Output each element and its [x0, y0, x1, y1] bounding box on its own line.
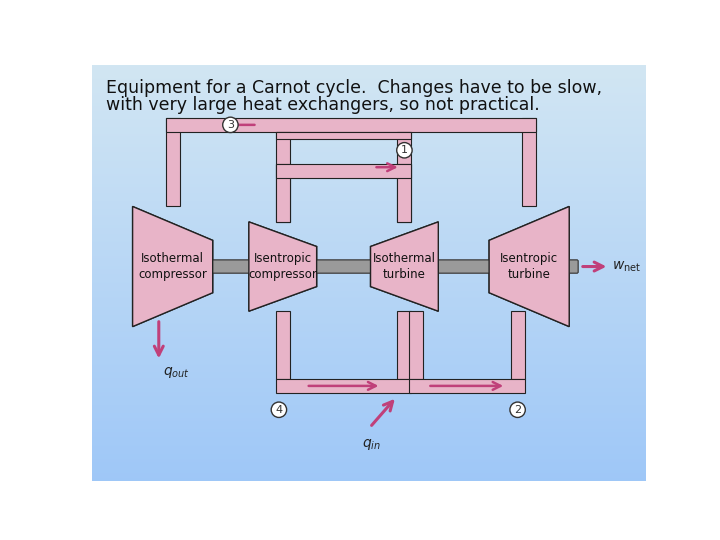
Circle shape: [222, 117, 238, 132]
Bar: [397, 164, 411, 222]
Bar: [409, 379, 525, 393]
Text: 4: 4: [275, 405, 282, 415]
Polygon shape: [132, 206, 212, 327]
Bar: [276, 164, 411, 178]
Text: $q_{in}$: $q_{in}$: [362, 437, 381, 451]
FancyBboxPatch shape: [212, 260, 578, 273]
FancyBboxPatch shape: [120, 116, 626, 419]
Polygon shape: [249, 222, 317, 311]
Bar: [276, 164, 289, 222]
Circle shape: [510, 402, 526, 417]
Text: Isothermal
turbine: Isothermal turbine: [373, 252, 436, 281]
Text: Equipment for a Carnot cycle.  Changes have to be slow,: Equipment for a Carnot cycle. Changes ha…: [106, 79, 602, 97]
Bar: [166, 118, 179, 206]
Bar: [276, 132, 411, 139]
Polygon shape: [132, 206, 212, 327]
Text: 2: 2: [514, 405, 521, 415]
Text: Isentropic
turbine: Isentropic turbine: [500, 252, 558, 281]
Polygon shape: [249, 222, 317, 311]
Text: 1: 1: [401, 145, 408, 156]
Bar: [276, 132, 289, 222]
Text: Isothermal
compressor: Isothermal compressor: [138, 252, 207, 281]
Text: 3: 3: [227, 120, 234, 130]
Bar: [166, 118, 536, 132]
Circle shape: [397, 143, 412, 158]
Polygon shape: [371, 222, 438, 311]
Text: Isothermal
turbine: Isothermal turbine: [373, 252, 436, 281]
Polygon shape: [371, 222, 438, 311]
Bar: [276, 379, 411, 393]
Polygon shape: [489, 206, 570, 327]
Text: Isothermal
compressor: Isothermal compressor: [138, 252, 207, 281]
Bar: [397, 311, 411, 379]
Polygon shape: [489, 206, 570, 327]
Bar: [510, 311, 525, 379]
Text: with very large heat exchangers, so not practical.: with very large heat exchangers, so not …: [106, 96, 539, 113]
Bar: [397, 132, 411, 222]
Text: Isentropic
compressor: Isentropic compressor: [248, 252, 318, 281]
Bar: [409, 311, 423, 379]
Circle shape: [271, 402, 287, 417]
Bar: [522, 118, 536, 206]
Text: Isentropic
turbine: Isentropic turbine: [500, 252, 558, 281]
Bar: [276, 311, 289, 379]
FancyBboxPatch shape: [212, 260, 578, 273]
Text: $w_{\mathrm{net}}$: $w_{\mathrm{net}}$: [612, 259, 642, 274]
Text: $q_{out}$: $q_{out}$: [163, 365, 189, 380]
Text: Isentropic
compressor: Isentropic compressor: [248, 252, 318, 281]
